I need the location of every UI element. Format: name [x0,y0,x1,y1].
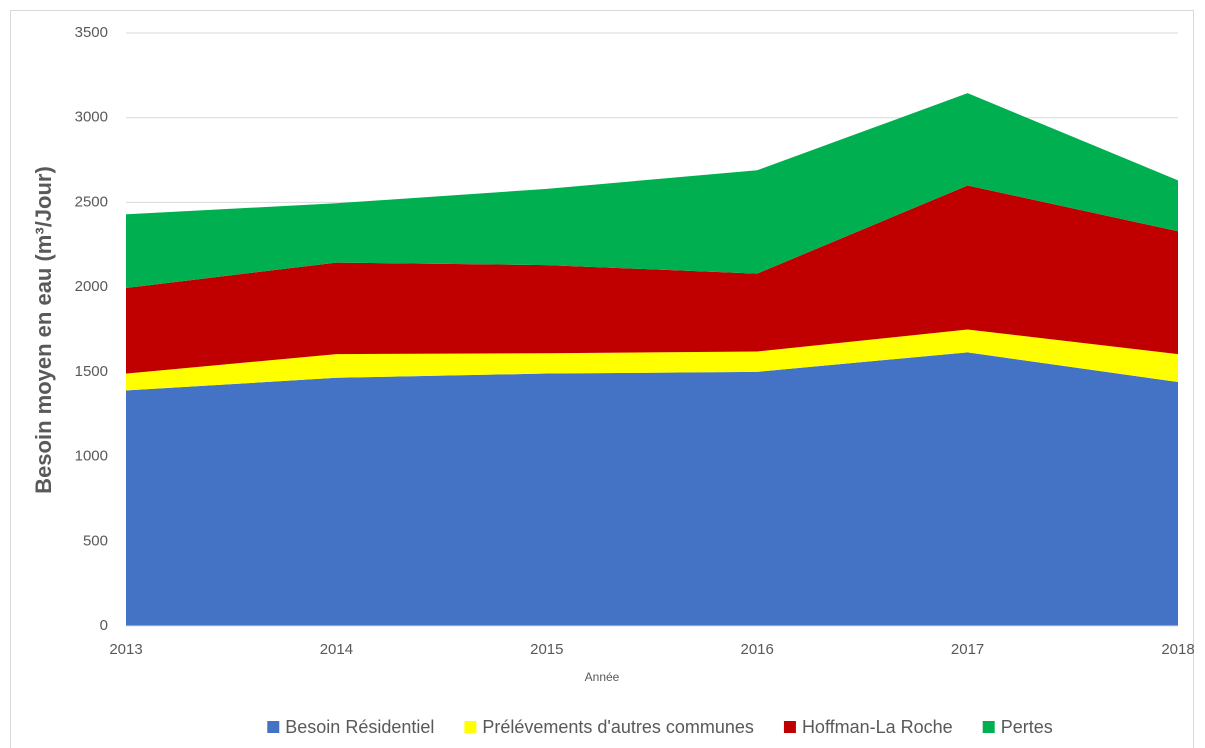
area [126,93,1178,288]
legend-swatch [783,721,796,733]
y-tick-label: 0 [100,617,108,634]
y-tick-label: 2000 [75,278,108,295]
area [126,329,1178,391]
area [126,352,1178,626]
x-tick-label: 2016 [741,641,774,658]
y-tick-label: 1500 [75,363,108,380]
legend-label: Prélévements d'autres communes [482,717,754,737]
legend-label: Besoin Résidentiel [285,717,434,737]
y-axis-label: Besoin moyen en eau (m³/Jour) [31,166,56,494]
x-tick-label: 2018 [1161,641,1194,658]
x-tick-label: 2014 [320,641,353,658]
legend-swatch [982,721,995,733]
area [126,185,1178,374]
y-tick-label: 2500 [75,193,108,210]
legend-label: Pertes [1001,717,1053,737]
y-tick-label: 3000 [75,109,108,126]
x-tick-label: 2013 [109,641,142,658]
chart-border [10,10,1194,748]
y-tick-label: 1000 [75,448,108,465]
legend-swatch [464,721,477,733]
y-tick-label: 500 [83,532,108,549]
x-tick-label: 2015 [530,641,563,658]
x-tick-label: 2017 [951,641,984,658]
legend-swatch [267,721,280,733]
x-axis-label: Année [585,670,620,684]
legend-label: Hoffman-La Roche [802,717,953,737]
y-tick-label: 3500 [75,24,108,41]
